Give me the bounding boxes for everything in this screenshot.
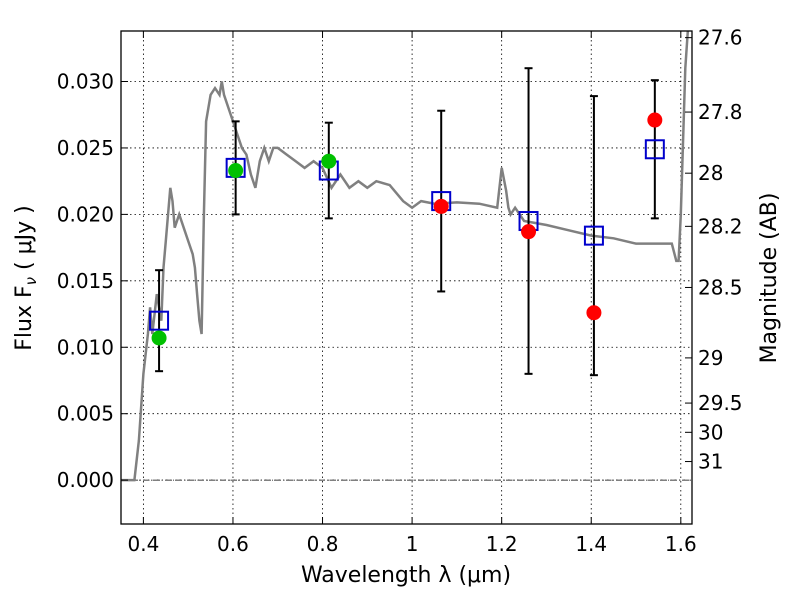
y2-tick-label: 29 <box>698 346 723 370</box>
error-bars <box>155 67 659 377</box>
y-tick-label: 0.000 <box>57 468 114 492</box>
x-tick-label: 0.4 <box>127 532 159 556</box>
model-point <box>228 163 244 179</box>
sed-line <box>121 31 690 482</box>
y-tick-label: 0.020 <box>57 202 114 226</box>
observed-point <box>149 310 170 331</box>
y2-tick-label: 27.6 <box>698 26 743 50</box>
y-tick-label: 0.010 <box>57 335 114 359</box>
y-axis-label-unit: ( μJy ) <box>12 205 37 277</box>
x-tick-label: 0.8 <box>307 532 339 556</box>
model-point <box>586 305 602 321</box>
model-point <box>647 112 663 128</box>
y2-tick-label: 30 <box>698 420 723 444</box>
model-point <box>151 330 167 346</box>
y2-tick-label: 27.8 <box>698 100 743 124</box>
y-axis-label-main: Flux F <box>12 285 37 350</box>
y2-tick-label: 31 <box>698 450 723 474</box>
x-tick-label: 1.6 <box>665 532 697 556</box>
x-tick-label: 0.6 <box>217 532 249 556</box>
model-point <box>433 198 449 214</box>
x-tick-label: 1.2 <box>486 532 518 556</box>
x-axis-label: Wavelength λ (μm) <box>301 563 511 588</box>
model-point <box>521 224 537 240</box>
grid-lines <box>121 31 692 524</box>
y2-tick-label: 28 <box>698 161 723 185</box>
y-axis-ticks: 0.000 0.005 0.010 0.015 0.020 0.025 0.030 <box>57 69 128 492</box>
y-tick-label: 0.005 <box>57 402 114 426</box>
y2-tick-label: 28.5 <box>698 275 743 299</box>
y2-axis-ticks: 27.6 27.8 28 28.2 28.5 29 29.5 30 31 <box>685 26 743 474</box>
y-tick-label: 0.030 <box>57 69 114 93</box>
y-tick-label: 0.015 <box>57 269 114 293</box>
observed-point <box>644 139 665 160</box>
model-point <box>321 153 337 169</box>
x-tick-label: 1 <box>406 532 419 556</box>
y-axis-label-subscript: ν <box>22 277 40 285</box>
y2-tick-label: 28.2 <box>698 214 743 238</box>
y2-axis-label: Magnitude (AB) <box>757 193 782 364</box>
x-tick-label: 1.4 <box>575 532 607 556</box>
observed-point <box>583 225 604 246</box>
model-sed-curve <box>121 31 690 482</box>
y2-tick-label: 29.5 <box>698 391 743 415</box>
plot-frame <box>120 30 693 525</box>
y-tick-label: 0.025 <box>57 136 114 160</box>
y-axis-label: Flux Fν ( μJy ) <box>12 205 40 350</box>
model-photometry-points <box>151 112 663 346</box>
x-axis-ticks: 0.4 0.6 0.8 1 1.2 1.4 1.6 <box>127 31 697 556</box>
